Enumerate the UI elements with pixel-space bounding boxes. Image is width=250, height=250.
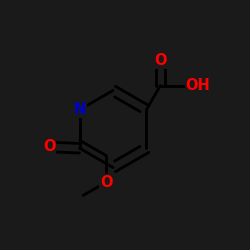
Text: O: O (154, 53, 167, 68)
Text: O: O (43, 140, 55, 154)
Text: OH: OH (186, 78, 210, 93)
Text: O: O (100, 175, 112, 190)
Text: N: N (74, 102, 86, 117)
